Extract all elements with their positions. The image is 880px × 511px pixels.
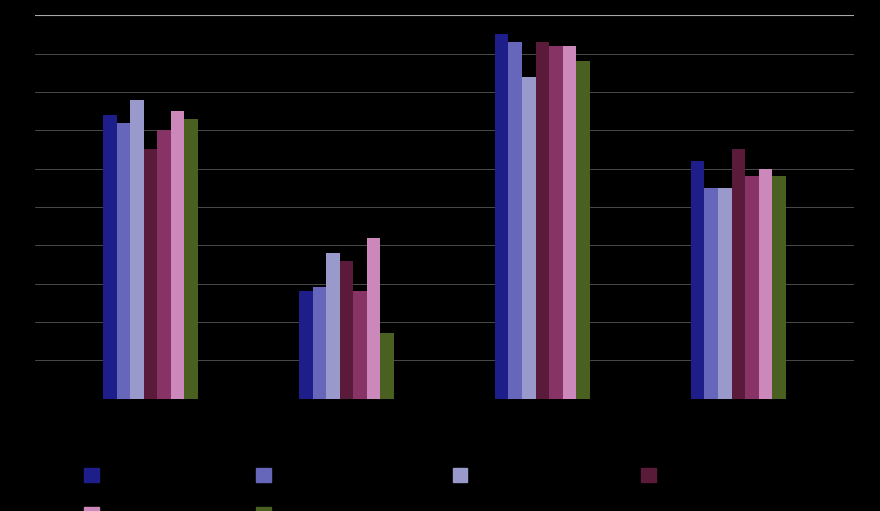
Bar <box>576 61 590 399</box>
Bar <box>718 188 731 399</box>
Bar <box>171 111 185 399</box>
Bar <box>130 100 143 399</box>
Bar <box>641 468 656 482</box>
Bar <box>158 130 171 399</box>
Bar <box>256 507 271 511</box>
Bar <box>143 149 158 399</box>
Bar <box>495 35 509 399</box>
Bar <box>562 46 576 399</box>
Bar <box>256 468 271 482</box>
Bar <box>84 468 99 482</box>
Bar <box>116 123 130 399</box>
Bar <box>745 176 759 399</box>
Bar <box>759 169 773 399</box>
Bar <box>185 119 198 399</box>
Bar <box>691 161 704 399</box>
Bar <box>340 261 353 399</box>
Bar <box>380 334 394 399</box>
Bar <box>509 42 522 399</box>
Bar <box>312 287 326 399</box>
Bar <box>704 188 718 399</box>
Bar <box>353 291 367 399</box>
Bar <box>536 42 549 399</box>
Bar <box>731 149 745 399</box>
Bar <box>299 291 312 399</box>
Bar <box>522 77 536 399</box>
Bar <box>549 46 562 399</box>
Bar <box>84 507 99 511</box>
Bar <box>326 253 340 399</box>
Bar <box>103 115 116 399</box>
Bar <box>773 176 786 399</box>
Bar <box>452 468 467 482</box>
Bar <box>367 238 380 399</box>
